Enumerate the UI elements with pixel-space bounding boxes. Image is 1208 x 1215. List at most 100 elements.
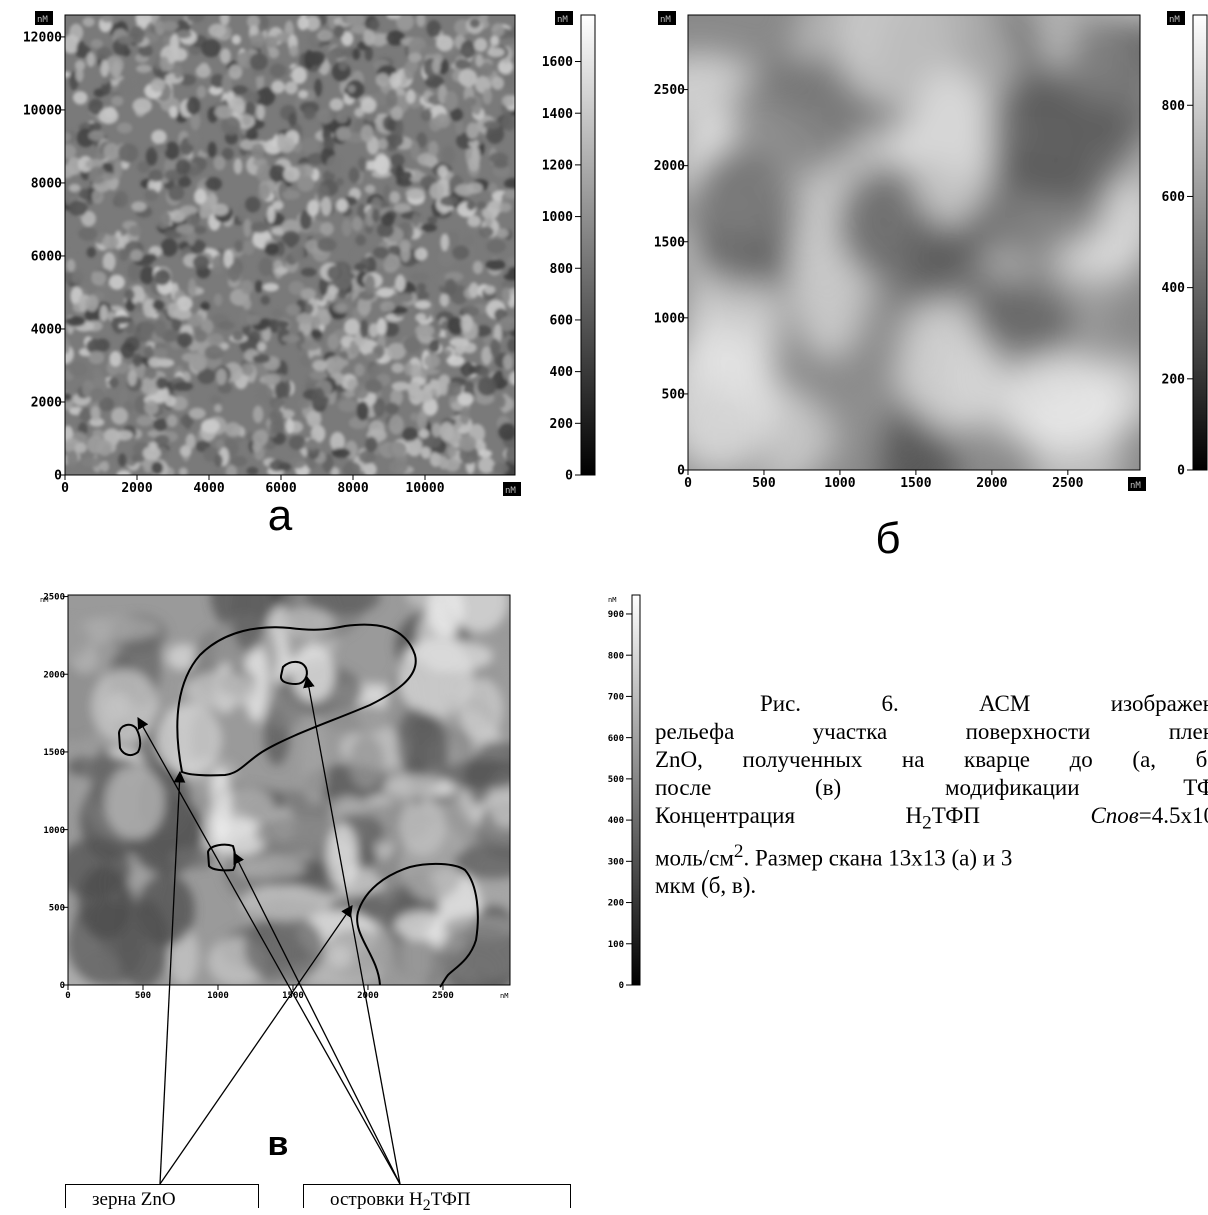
x-tick-label: 1500 <box>900 476 931 491</box>
y-tick-label: 2500 <box>43 593 65 603</box>
texture-blob <box>389 72 402 88</box>
arrow <box>303 675 401 1185</box>
texture-blob <box>395 274 406 293</box>
texture-blob <box>363 462 377 475</box>
texture-blob <box>338 399 358 413</box>
texture-blob <box>186 213 200 228</box>
texture-blob <box>281 334 300 343</box>
texture-blob <box>301 137 320 155</box>
unit-label: nM <box>500 992 508 1000</box>
texture-blob <box>467 215 481 227</box>
texture-blob <box>130 285 145 306</box>
texture-blob <box>435 35 454 52</box>
texture-blob <box>267 693 303 730</box>
texture-blob <box>444 90 458 111</box>
texture-blob <box>461 305 480 317</box>
texture-blob <box>217 320 235 331</box>
image-frame <box>687 14 1141 471</box>
texture-blob <box>354 363 365 377</box>
texture-blob <box>299 209 312 230</box>
box-text: зерна ZnO <box>92 1189 176 1210</box>
texture-blob <box>401 170 413 180</box>
texture-blob <box>221 147 234 161</box>
texture-blob <box>127 369 137 387</box>
texture-blob <box>367 18 380 31</box>
texture-blob <box>300 341 321 351</box>
unit-box <box>1167 11 1185 25</box>
texture-blob <box>230 455 248 467</box>
texture-blob <box>153 418 168 432</box>
texture-blob <box>289 45 299 57</box>
texture-blob <box>327 944 352 969</box>
texture-blob <box>177 176 192 188</box>
texture-blob <box>314 78 323 97</box>
texture-blob <box>466 122 479 139</box>
y-tick-label: 1000 <box>43 826 65 836</box>
texture-blob <box>96 46 113 62</box>
texture-blob <box>371 208 380 223</box>
texture-blob <box>89 417 105 427</box>
texture-blob <box>243 644 269 723</box>
texture-blob <box>240 280 254 295</box>
texture-blob <box>376 317 387 336</box>
colorbar <box>1192 14 1208 471</box>
texture-blob <box>381 212 395 226</box>
texture-blob <box>296 398 312 409</box>
colorbar-tick-label: 1200 <box>542 158 573 173</box>
texture-blob <box>455 59 471 70</box>
texture-blob <box>272 200 284 211</box>
texture-blob <box>241 363 255 376</box>
texture-blob <box>175 29 192 39</box>
texture-blob <box>415 313 427 323</box>
texture-blob <box>78 294 87 313</box>
texture-blob <box>306 410 322 428</box>
texture-blob <box>124 289 135 301</box>
texture-blob <box>288 457 307 469</box>
texture-blob <box>462 235 474 246</box>
texture-blob <box>389 191 401 204</box>
texture-blob <box>111 407 129 425</box>
texture-blob <box>429 339 440 353</box>
texture-blob <box>454 342 465 355</box>
texture-blob <box>402 427 419 442</box>
texture-blob <box>143 458 153 473</box>
texture-blob <box>354 842 378 869</box>
colorbar-tick-label: 600 <box>608 734 624 744</box>
texture-blob <box>68 618 91 661</box>
texture-blob <box>264 242 280 256</box>
texture-blob <box>303 107 316 120</box>
texture-blob <box>439 421 454 442</box>
texture-blob <box>188 278 197 298</box>
texture-blob <box>219 15 230 26</box>
texture-blob <box>118 453 127 467</box>
texture-blob <box>234 240 244 253</box>
caption-line: Рис. 6. АСМ изображен <box>760 691 1208 716</box>
texture-blob <box>415 323 435 338</box>
y-tick-label: 1000 <box>654 311 685 326</box>
texture-blob <box>479 366 490 377</box>
texture-blob <box>196 85 207 99</box>
texture-blob <box>128 224 142 237</box>
texture-blob <box>286 304 301 316</box>
texture-blob <box>101 172 115 181</box>
texture-blob <box>416 410 428 431</box>
texture-blob <box>288 112 297 127</box>
texture-blob <box>376 287 395 298</box>
texture-blob <box>178 74 197 86</box>
texture-blob <box>282 190 301 200</box>
texture-blob <box>288 280 305 295</box>
texture-blob <box>214 454 223 467</box>
texture-blob <box>307 199 320 217</box>
texture-blob <box>139 266 156 285</box>
texture-blob <box>166 414 178 428</box>
texture-blob <box>410 412 419 422</box>
texture-blob <box>256 386 274 402</box>
x-tick-label: 0 <box>61 481 69 496</box>
texture-blob <box>180 414 194 427</box>
texture-blob <box>420 446 431 459</box>
texture-blob <box>75 442 87 454</box>
texture-blob <box>971 283 1077 357</box>
texture-blob <box>65 132 71 142</box>
unit-label: nM <box>40 596 48 604</box>
